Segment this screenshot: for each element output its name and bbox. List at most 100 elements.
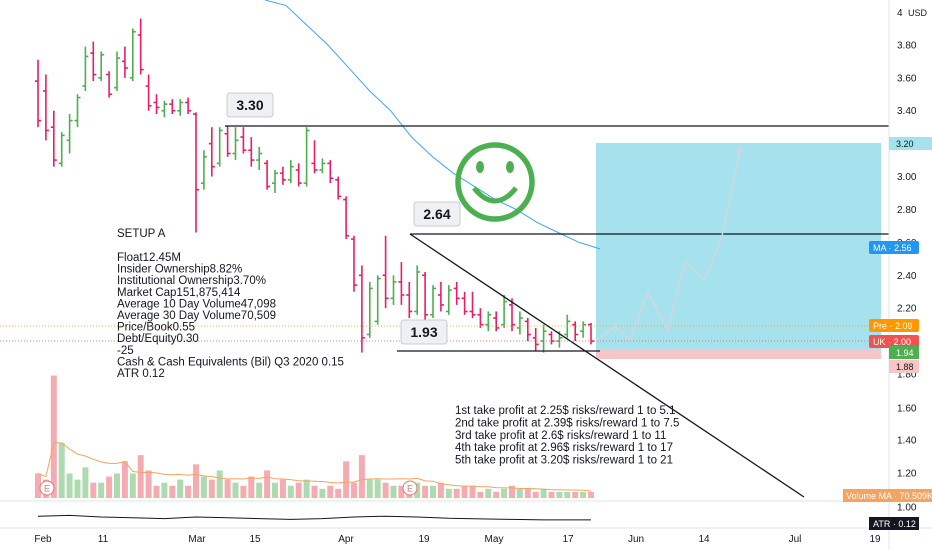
volume-bar [279,479,286,498]
stop-zone[interactable] [596,349,881,359]
callout-high-text: 3.30 [236,97,263,113]
candle [453,281,460,305]
tag-ma[interactable]: MA · 2.56 [869,241,919,254]
candle [35,59,41,128]
price-tick-label: 1.00 [897,503,917,514]
candle [509,298,515,332]
time-tick-label: 14 [698,534,710,545]
tag-last[interactable]: 1.94 [889,346,919,359]
candle [232,127,239,161]
price-tick-label: 2.80 [897,205,917,216]
candle [58,132,65,167]
candle [406,281,413,319]
volume-bar [248,476,255,498]
candle [200,150,207,190]
volume-bar [35,473,41,498]
price-tick-label: 4 [897,8,903,19]
trendline[interactable] [409,233,805,498]
volume-bar [153,485,160,498]
candle [374,275,381,325]
candle [501,295,508,328]
candle [193,112,199,233]
volume-bar [264,470,271,498]
volume-bar [532,491,539,498]
callout-high[interactable]: 3.30 [226,92,274,118]
candle [390,275,397,305]
candle [177,99,184,116]
candle [445,285,452,315]
volume-bar [469,485,476,498]
volume-ma-line [37,442,592,492]
note-line: Insider Ownership8.82% [117,264,242,276]
callout-low[interactable]: 1.93 [400,319,448,345]
volume-bar [398,485,405,498]
tag-atr[interactable]: ATR · 0.12 [869,517,919,530]
time-tick-label: Jul [789,534,802,545]
volume-bar [200,476,207,498]
volume-bar [240,485,247,498]
take-profit-notes[interactable]: 1st take profit at 2.25$ risks/reward 1 … [455,405,679,467]
candle [461,291,468,315]
candle [580,321,587,338]
volume-bar [453,488,460,498]
tag-uk[interactable]: UK · 2.00 [869,335,919,348]
volume-bar [327,485,334,498]
volume-bar [382,482,389,498]
volume-bar [572,491,579,498]
volume-bar [98,482,105,498]
price-tick-label: 1.20 [897,469,917,480]
tag-volume-ma[interactable]: Volume MA · 70.509K [843,489,932,502]
callout-mid-text: 2.64 [423,206,450,222]
volume-bar [437,482,444,498]
candle [548,331,555,345]
price-tick-label: 1.80 [897,370,917,381]
candle [74,94,81,128]
candle [572,321,579,342]
volume-bar [485,488,492,498]
volume-bar [588,491,594,498]
tag-stop[interactable]: 1.88 [889,360,919,373]
note-line: Cash & Cash Equivalents (Bil) Q3 2020 0.… [117,356,344,368]
volume-bar [121,461,128,498]
time-tick-label: 19 [869,534,881,545]
volume-bar [319,488,326,498]
candle [248,137,255,167]
candle [477,308,484,328]
tag-target[interactable]: 3.20 [889,137,932,150]
volume-bar [256,482,263,498]
volume-bar [193,464,199,498]
price-tick-label: 3.80 [897,40,917,51]
price-tick-label: 2.20 [897,304,917,315]
candle [311,140,318,174]
volume-bar [303,479,310,498]
time-axis-ticks: Feb 11 Mar 15 Apr 19 May 17 Jun 14 Jul 19 [34,534,881,545]
note-line: ATR 0.12 [117,368,165,380]
note-line: Float12.45M [117,252,181,264]
volume-bars [35,375,594,498]
volume-bar [430,485,436,498]
volume-bar [509,485,515,498]
volume-bar [477,491,484,498]
candle [185,97,192,115]
time-tick-label: 17 [562,534,574,545]
target-zone[interactable] [596,143,881,349]
volume-bar [351,482,357,498]
projection-path[interactable] [595,146,742,342]
projection-arrowhead [732,144,743,157]
earnings-marker-1[interactable]: E [39,480,55,496]
svg-text:ATR · 0.12: ATR · 0.12 [873,519,916,529]
candle [358,265,365,353]
volume-bar [145,470,152,498]
tag-pre[interactable]: Pre · 2.09 [869,319,919,332]
time-tick-label: 15 [249,534,261,545]
time-tick-label: May [485,534,504,545]
svg-text:UK · 2.00: UK · 2.00 [873,337,911,347]
volume-bar [58,442,65,498]
earnings-marker-2[interactable]: E [402,480,418,496]
time-tick-label: 19 [418,534,430,545]
volume-bar [208,479,215,498]
callout-mid[interactable]: 2.64 [413,201,461,227]
